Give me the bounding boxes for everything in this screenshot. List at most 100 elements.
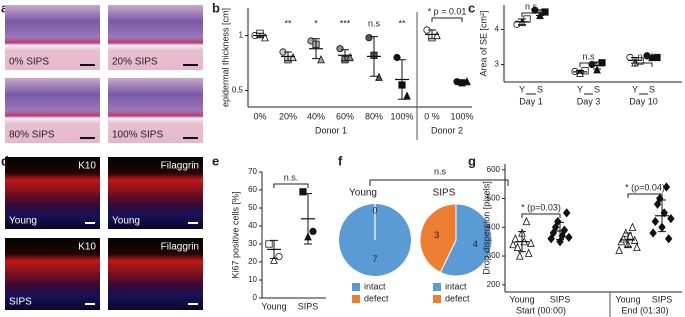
y-tick-label: 70 [248,167,257,176]
group-label: Day 10 [629,96,658,106]
group-label: Day 3 [577,96,601,106]
bracket [521,12,541,17]
legend-swatch [352,283,360,291]
y-tick-label: 500 [487,194,501,203]
pie-name: SIPS [433,188,456,199]
error-bar [624,232,632,248]
significance: ** [284,18,292,28]
x-tick-label: 20% [279,111,297,121]
error-bar [648,55,656,59]
point [541,8,549,16]
stain-label: K10 [78,161,96,172]
point [509,239,517,249]
point [393,53,401,62]
point [365,34,373,42]
x-tick-label: 100% [450,111,473,121]
image-label: 80% SIPS [9,130,55,141]
error-bar [658,199,666,233]
x-tick-label: S [594,84,600,94]
error-bar [518,231,526,253]
point [336,45,344,53]
bracket-label: * p = 0.01 [428,6,467,16]
point [511,234,520,243]
slice-label: 3 [434,230,439,240]
panel-letter: e [212,153,219,168]
y-tick-label: 3 [495,60,500,69]
point [299,188,307,196]
x-tick-label: 0% [253,111,266,121]
point [664,234,673,244]
bracket [431,17,463,22]
condition-label: Young [9,216,37,227]
point [615,245,623,254]
error-bar [398,59,406,100]
point [633,242,641,252]
point [527,238,535,247]
point [667,214,675,224]
image-label: 100% SIPS [112,130,163,141]
bracket [634,62,653,67]
error-bar [312,38,320,60]
point [522,216,531,226]
bracket [273,183,309,188]
group-label: Donor 2 [431,125,463,135]
point [651,216,660,227]
y-tick-label: 40 [248,221,257,230]
bracket [369,179,509,186]
point [265,240,273,248]
legend-label: intact [445,281,467,291]
bracket-label: n.s [637,51,650,61]
panel-letter: b [212,0,220,15]
y-tick-label: 10 [248,275,257,284]
x-tick-label: SIPS [652,294,673,304]
x-tick-label: 80% [365,111,383,121]
slice-label: 4 [473,239,478,249]
fluorescence-image [5,238,100,310]
legend-swatch [433,295,441,303]
y-tick-label: 300 [487,251,501,260]
point [375,72,383,81]
histology-image [5,5,100,70]
point [565,232,573,242]
error-bar [341,49,349,62]
pie-slice [439,203,493,277]
point [524,248,533,257]
y-axis-label: Drop dispersion [pixels] [481,181,491,275]
fluorescence-image [108,157,203,229]
point [649,228,657,238]
histology-image [108,78,203,143]
point [403,91,411,100]
slice-label: 0 [372,206,377,216]
y-tick-label: 0 [253,293,258,302]
legend-label: defect [364,293,389,303]
panel-letter: c [468,0,475,15]
significance: * [314,18,318,28]
error-bar [576,69,584,74]
bracket [521,213,561,218]
stain-label: K10 [78,242,96,253]
image-label: 0% SIPS [9,57,49,68]
y-tick-label: 20 [248,257,257,266]
significance: n.s [368,18,381,28]
histology-image [108,5,203,70]
point [554,216,562,227]
bracket-label: n.s. [284,172,299,182]
y-tick-label: 600 [487,165,501,174]
condition-label: SIPS [9,297,32,308]
panel-letter: g [468,153,476,168]
condition-label: Young [112,216,140,227]
point [317,55,325,64]
point [662,182,671,192]
group-label: End (01:30) [621,305,668,315]
pie-title: n.s [434,166,447,176]
y-tick-label: 60 [248,185,257,194]
x-tick-label: SIPS [298,301,319,311]
error-bar [256,32,264,39]
error-bar [556,221,564,241]
stain-label: Filaggrin [161,242,199,253]
y-tick-label: 1 [239,31,244,40]
y-tick-label: 50 [248,203,257,212]
bracket-label: n.s [525,1,538,11]
x-tick-label: S [537,84,543,94]
bracket-label: * (p=0.04) [625,182,665,192]
